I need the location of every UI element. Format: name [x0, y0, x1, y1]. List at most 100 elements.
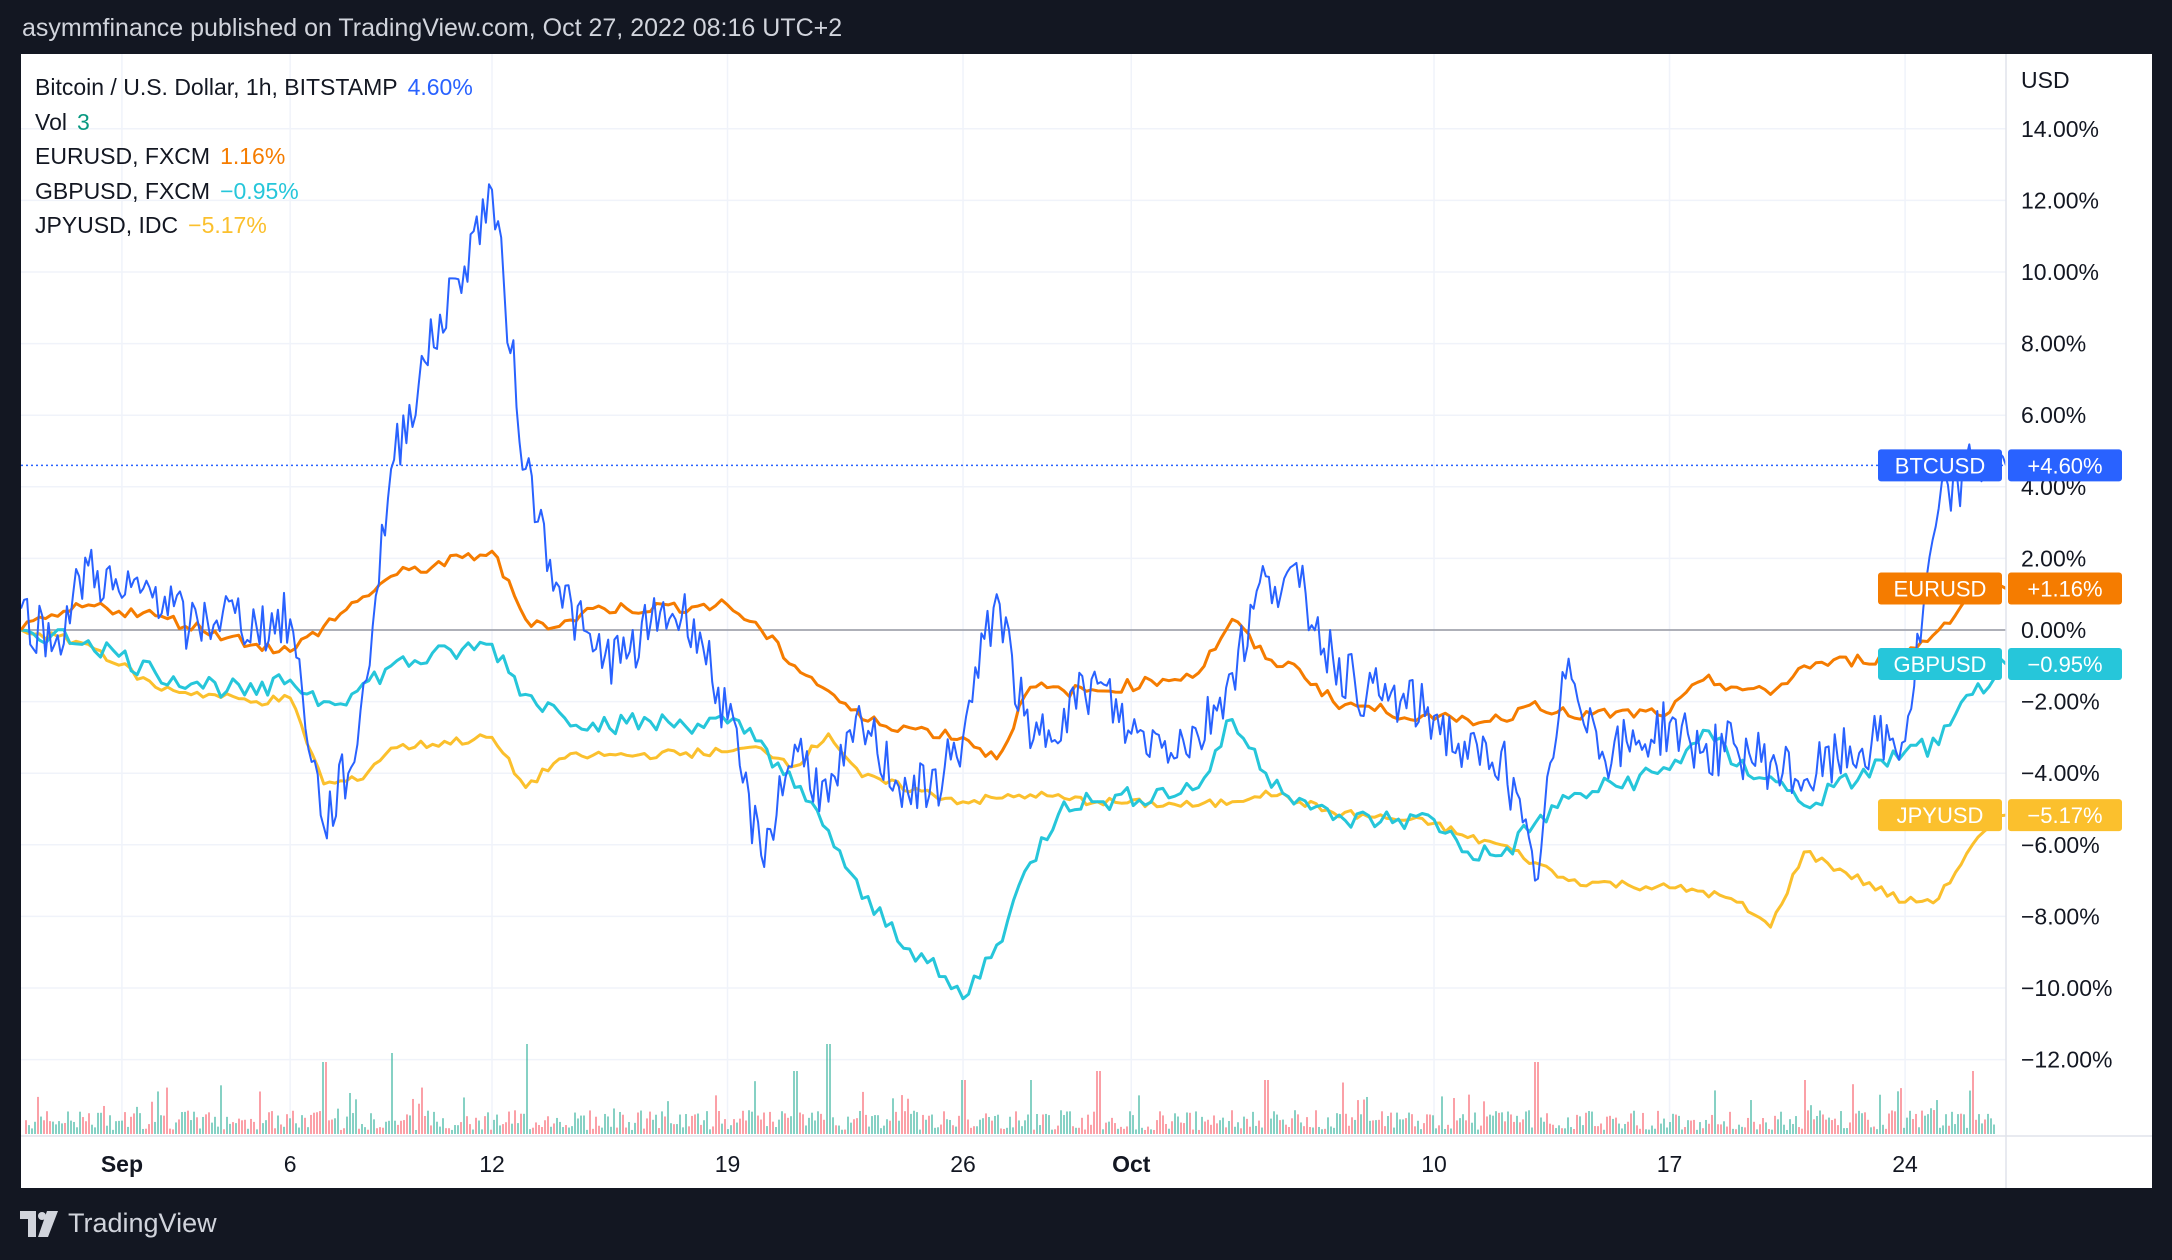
volume-bar	[358, 1128, 360, 1134]
volume-bar	[1594, 1126, 1596, 1134]
volume-bar	[775, 1127, 777, 1134]
volume-bar	[1813, 1119, 1815, 1134]
volume-bar	[1114, 1123, 1116, 1134]
volume-bar	[1195, 1111, 1197, 1134]
volume-bar	[394, 1120, 396, 1134]
volume-bar	[529, 1129, 531, 1134]
legend-item-jpyusd[interactable]: JPYUSD, IDC −5.17%	[35, 208, 473, 243]
volume-bar	[727, 1129, 729, 1134]
volume-bar	[379, 1127, 381, 1134]
legend-vol[interactable]: Vol 3	[35, 105, 473, 140]
legend-main[interactable]: Bitcoin / U.S. Dollar, 1h, BITSTAMP 4.60%	[35, 70, 473, 105]
volume-bar	[370, 1113, 372, 1134]
volume-bar	[229, 1123, 231, 1134]
volume-bar	[712, 1126, 714, 1134]
volume-bar	[796, 1071, 798, 1134]
volume-bar	[1378, 1119, 1380, 1134]
volume-bar	[1618, 1123, 1620, 1134]
volume-bar	[1270, 1118, 1272, 1134]
volume-bar	[94, 1127, 96, 1134]
volume-bar	[754, 1081, 756, 1134]
volume-bar	[1843, 1128, 1845, 1134]
volume-bar	[337, 1108, 339, 1134]
volume-bar	[820, 1113, 822, 1134]
chart-panel[interactable]: USD 14.00% 12.00% 10.00% 8.00% 6.00% 4.00% 2.00…	[21, 54, 2152, 1188]
volume-bar	[832, 1117, 834, 1134]
volume-bar	[328, 1120, 330, 1134]
volume-bar	[1228, 1121, 1230, 1134]
legend-item-gbpusd[interactable]: GBPUSD, FXCM −0.95%	[35, 174, 473, 209]
volume-bar	[1384, 1126, 1386, 1134]
x-tick-label: 12	[479, 1151, 505, 1177]
price-scale[interactable]	[2006, 54, 2152, 1188]
volume-bar	[226, 1116, 228, 1134]
volume-bar	[643, 1128, 645, 1134]
volume-bar	[1429, 1114, 1431, 1134]
legend-item-eurusd[interactable]: EURUSD, FXCM 1.16%	[35, 139, 473, 174]
volume-bar	[499, 1125, 501, 1134]
volume-bar	[619, 1111, 621, 1134]
volume-bar	[1855, 1113, 1857, 1134]
volume-bar	[1087, 1114, 1089, 1134]
volume-bar	[361, 1124, 363, 1134]
volume-bar	[325, 1062, 327, 1134]
x-tick-label: 24	[1892, 1151, 1918, 1177]
volume-bar	[1180, 1122, 1182, 1134]
volume-bar	[1339, 1114, 1341, 1134]
volume-bar	[1183, 1123, 1185, 1134]
volume-bar	[1639, 1128, 1641, 1134]
y-tick-label: −6.00%	[2021, 832, 2100, 858]
volume-bar	[97, 1112, 99, 1134]
volume-bar	[1759, 1124, 1761, 1134]
series-name-tag-jpyusd	[1878, 799, 2002, 832]
volume-bar	[928, 1115, 930, 1134]
volume-bar	[1069, 1111, 1071, 1134]
chart-canvas[interactable]: USD14.00%12.00%10.00%8.00%6.00%4.00%2.00…	[21, 54, 2152, 1188]
volume-bar	[493, 1119, 495, 1134]
volume-bar	[1099, 1071, 1101, 1134]
series-line-jpyusd[interactable]	[21, 628, 2007, 929]
volume-bar	[1633, 1110, 1635, 1134]
legend-item-label: EURUSD, FXCM	[35, 143, 211, 169]
volume-bar	[763, 1112, 765, 1134]
volume-bar	[1216, 1123, 1218, 1134]
volume-bar	[232, 1122, 234, 1134]
volume-bar	[1567, 1117, 1569, 1134]
volume-bar	[1159, 1111, 1161, 1134]
volume-bar	[1351, 1117, 1353, 1134]
volume-bar	[301, 1115, 303, 1134]
volume-bar	[1354, 1119, 1356, 1134]
volume-bar	[463, 1097, 465, 1134]
volume-bar	[1846, 1128, 1848, 1134]
volume-bar	[898, 1120, 900, 1134]
volume-bar	[25, 1120, 27, 1134]
volume-bar	[1651, 1125, 1653, 1134]
volume-bar	[1162, 1115, 1164, 1134]
volume-bar	[865, 1114, 867, 1134]
volume-bar	[1945, 1114, 1947, 1134]
series-value-tag-text: +1.16%	[2027, 576, 2102, 601]
volume-bar	[1504, 1121, 1506, 1134]
series-line-eurusd[interactable]	[21, 549, 2007, 761]
volume-bar	[1000, 1128, 1002, 1134]
volume-bar	[457, 1125, 459, 1134]
series-line-gbpusd[interactable]	[21, 628, 2008, 1001]
series-value-tag-text: +4.60%	[2027, 453, 2102, 478]
volume-bar	[1687, 1120, 1689, 1134]
volume-bar	[391, 1053, 393, 1134]
volume-bar	[127, 1126, 129, 1134]
volume-bar	[715, 1095, 717, 1134]
volume-bar	[79, 1111, 81, 1134]
series-line-btcusd[interactable]	[21, 183, 2007, 882]
volume-bar	[1324, 1128, 1326, 1134]
volume-bar	[172, 1129, 174, 1134]
volume-bar	[985, 1113, 987, 1134]
volume-bar	[880, 1128, 882, 1134]
volume-bar	[1321, 1129, 1323, 1134]
volume-bar	[1018, 1120, 1020, 1134]
volume-bar	[1534, 1062, 1536, 1134]
tradingview-logo[interactable]: TradingView	[20, 1208, 217, 1239]
volume-bar	[1312, 1127, 1314, 1134]
volume-bar	[979, 1119, 981, 1134]
volume-bar	[1258, 1120, 1260, 1134]
